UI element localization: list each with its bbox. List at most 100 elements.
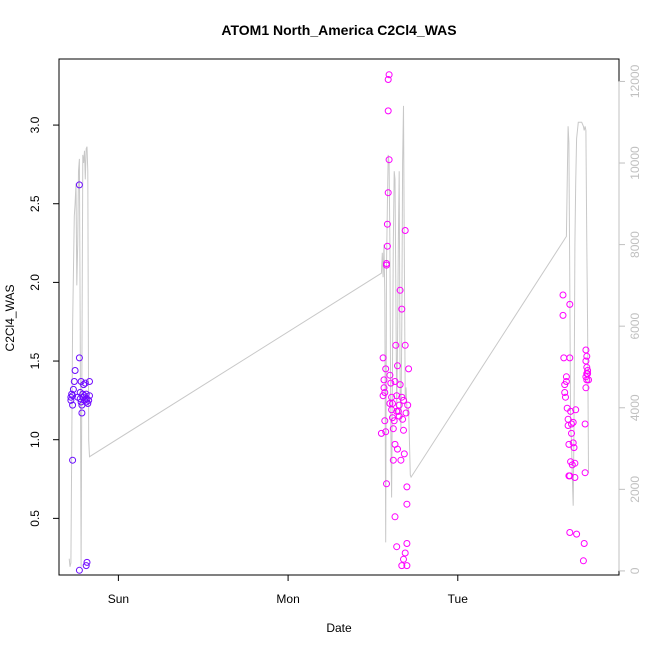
data-point <box>400 555 407 563</box>
data-point <box>71 367 79 374</box>
data-point <box>584 367 592 374</box>
data-point <box>397 456 405 464</box>
data-point <box>391 378 399 385</box>
data-point <box>585 376 592 384</box>
data-point <box>393 392 401 400</box>
data-point <box>400 396 407 404</box>
data-point <box>80 381 88 389</box>
y-tick-label: 1.5 <box>28 352 42 369</box>
data-point <box>562 378 570 385</box>
data-point <box>559 291 567 299</box>
data-point <box>82 390 90 398</box>
data-point <box>75 181 83 189</box>
data-point <box>390 417 398 425</box>
data-point <box>402 409 410 417</box>
data-point <box>75 354 83 362</box>
y-tick-label: 3.0 <box>28 116 42 133</box>
y2-tick-label: 12000 <box>628 64 642 98</box>
data-point <box>400 426 407 434</box>
data-point <box>385 156 393 164</box>
data-point <box>382 365 390 373</box>
data-point <box>83 558 91 566</box>
data-point <box>69 401 77 409</box>
data-point <box>567 458 575 466</box>
data-point <box>383 242 391 250</box>
data-point <box>399 415 407 423</box>
data-point <box>395 401 403 409</box>
data-point <box>405 365 413 373</box>
data-point <box>379 354 387 362</box>
data-point <box>391 513 399 521</box>
data-point <box>69 385 77 393</box>
data-point <box>381 417 389 425</box>
data-point <box>79 390 87 398</box>
data-point <box>579 557 587 565</box>
data-point <box>571 459 579 467</box>
data-point <box>82 562 90 570</box>
data-point <box>396 286 404 294</box>
data-point <box>380 376 388 384</box>
data-point <box>389 425 397 433</box>
data-point <box>404 401 412 409</box>
data-point <box>566 354 574 362</box>
data-point <box>403 483 411 491</box>
data-point <box>393 543 401 551</box>
data-point <box>383 480 390 488</box>
data-point <box>389 400 396 407</box>
data-point <box>384 76 392 83</box>
data-point <box>564 422 572 429</box>
data-point <box>400 450 408 458</box>
data-point <box>401 549 409 557</box>
data-point <box>77 398 85 406</box>
data-point <box>70 378 78 385</box>
data-point <box>582 346 590 354</box>
x-tick-label: Mon <box>276 592 299 606</box>
data-point <box>380 384 388 392</box>
data-point <box>386 400 394 407</box>
data-point <box>387 379 395 387</box>
data-point <box>403 562 411 570</box>
y2-tick-label: 6000 <box>628 313 642 340</box>
data-point <box>396 381 404 389</box>
data-point <box>403 500 411 508</box>
data-point <box>565 440 573 448</box>
data-point <box>381 389 389 396</box>
x-axis-label: Date <box>326 621 352 635</box>
y2-tick-label: 10000 <box>628 146 642 180</box>
data-point <box>389 456 397 464</box>
data-point <box>568 429 575 437</box>
scatter-points-layer <box>67 71 592 574</box>
data-point <box>403 540 411 547</box>
data-point <box>83 395 91 403</box>
y2-tick-label: 8000 <box>628 231 642 258</box>
data-point <box>569 439 577 447</box>
data-point <box>81 379 89 387</box>
data-point <box>383 220 391 228</box>
y-tick-label: 0.5 <box>28 510 42 527</box>
axes-layer: 0.5 1.0 1.5 2.0 2.5 3.0 0 2000 4000 6000 8000 10000… <box>28 64 642 606</box>
y2-tick-label: 0 <box>628 567 642 574</box>
data-point <box>67 393 75 401</box>
secondary-line-layer <box>68 105 589 567</box>
data-point <box>85 396 93 404</box>
data-point <box>382 428 390 436</box>
data-point <box>398 562 406 570</box>
data-point <box>570 444 578 452</box>
data-point <box>385 71 393 79</box>
data-point <box>394 362 401 370</box>
secondary-series-line <box>68 105 589 567</box>
data-point <box>582 384 590 392</box>
data-point <box>401 341 409 349</box>
y-axis-label: C2Cl4_WAS <box>3 285 17 352</box>
x-tick-label: Sun <box>108 592 129 606</box>
x-tick-label: Tue <box>448 592 469 606</box>
chart-title: ATOM1 North_America C2Cl4_WAS <box>221 22 456 38</box>
data-point <box>582 357 590 365</box>
y2-tick-label: 2000 <box>628 476 642 503</box>
data-point <box>401 227 409 234</box>
data-point <box>581 469 589 477</box>
data-point <box>377 429 385 437</box>
y2-tick-label: 4000 <box>628 394 642 421</box>
data-point <box>581 420 589 428</box>
